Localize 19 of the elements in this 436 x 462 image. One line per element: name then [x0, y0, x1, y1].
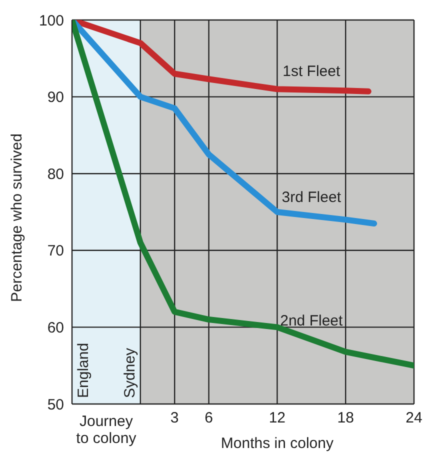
- series-label: 3rd Fleet: [282, 188, 342, 206]
- y-tick-label: 90: [47, 89, 64, 106]
- y-tick-label: 80: [47, 166, 64, 183]
- y-tick-label: 50: [47, 396, 64, 414]
- x-tick-label: 3: [170, 410, 179, 427]
- x-tick-label: 18: [337, 410, 354, 427]
- x-tick-label: 6: [204, 410, 213, 427]
- x-tick-label: 24: [406, 410, 422, 427]
- annotation: Sydney: [121, 347, 138, 398]
- series-label: 2nd Fleet: [280, 312, 344, 330]
- x-tick-label: 12: [268, 410, 286, 427]
- x-axis-title: Months in colony: [220, 435, 334, 452]
- annotation: England: [75, 342, 92, 398]
- y-axis-title: Percentage who survived: [8, 134, 26, 302]
- series-label: 1st Fleet: [282, 62, 341, 80]
- y-tick-label: 60: [47, 320, 64, 337]
- band-label: Journey to colony: [76, 413, 137, 447]
- y-tick-label: 70: [47, 242, 64, 260]
- y-tick-label: 100: [38, 12, 64, 30]
